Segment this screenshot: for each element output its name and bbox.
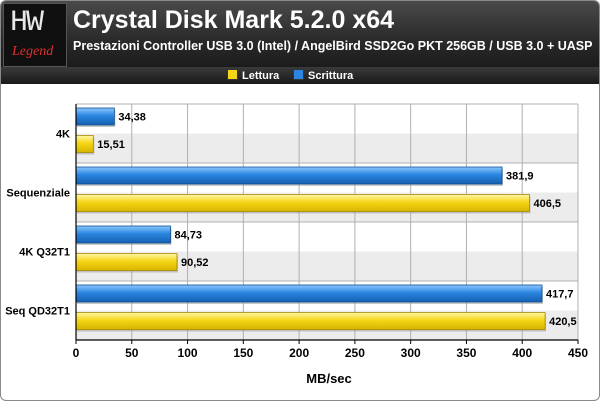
bar-lettura <box>75 312 546 330</box>
chart-header: HW Legend Crystal Disk Mark 5.2.0 x64 Pr… <box>1 1 599 67</box>
bar-chart: 34,38 15,51 381,9 406,5 84,73 90,52 417,7 420,5… <box>5 103 588 386</box>
legend-item-lettura: Lettura <box>227 69 279 82</box>
bar-scrittura <box>75 284 543 303</box>
data-label-lettura: 15,51 <box>97 139 125 151</box>
legend: Lettura Scrittura <box>1 67 599 84</box>
data-label-lettura: 420,5 <box>549 316 577 328</box>
data-label-lettura: 406,5 <box>533 198 561 210</box>
x-tick-label: 150 <box>233 346 253 360</box>
x-tick-label: 350 <box>456 346 476 360</box>
x-axis-label: MB/sec <box>306 371 352 386</box>
bar-lettura <box>75 253 178 271</box>
legend-label-lettura: Lettura <box>242 70 280 82</box>
x-tick-label: 50 <box>125 346 139 360</box>
bar-lettura <box>75 194 530 212</box>
legend-item-scrittura: Scrittura <box>293 69 353 82</box>
data-label-lettura: 90,52 <box>181 257 209 269</box>
x-tick-label: 400 <box>512 346 532 360</box>
bar-scrittura <box>75 107 115 126</box>
data-label-scrittura: 417,7 <box>546 289 574 301</box>
chart-title: Crystal Disk Mark 5.2.0 x64 <box>73 6 395 34</box>
legend-swatch-lettura <box>227 69 238 80</box>
legend-label-scrittura: Scrittura <box>308 70 354 82</box>
data-label-scrittura: 84,73 <box>175 230 203 242</box>
logo-text: HW <box>10 6 44 40</box>
logo-subtext: Legend <box>12 44 54 59</box>
legend-swatch-scrittura <box>293 69 304 80</box>
x-tick-label: 250 <box>345 346 365 360</box>
data-label-scrittura: 34,38 <box>118 112 146 124</box>
hwlegend-logo: HW Legend <box>3 3 67 67</box>
x-tick-label: 300 <box>401 346 421 360</box>
bar-scrittura <box>75 166 503 185</box>
data-label-scrittura: 381,9 <box>506 171 534 183</box>
x-tick-label: 100 <box>178 346 198 360</box>
bar-scrittura <box>75 225 171 244</box>
category-label: Seq QD32T1 <box>5 306 70 318</box>
bar-lettura <box>75 135 94 153</box>
x-tick-label: 200 <box>289 346 309 360</box>
category-label: 4K Q32T1 <box>19 247 70 259</box>
chart-subtitle: Prestazioni Controller USB 3.0 (Intel) /… <box>73 39 593 53</box>
x-tick-label: 450 <box>568 346 588 360</box>
band-shade <box>76 133 578 163</box>
category-label: 4K <box>56 129 70 141</box>
x-tick-label: 0 <box>73 346 80 360</box>
category-label: Sequenziale <box>6 188 70 200</box>
